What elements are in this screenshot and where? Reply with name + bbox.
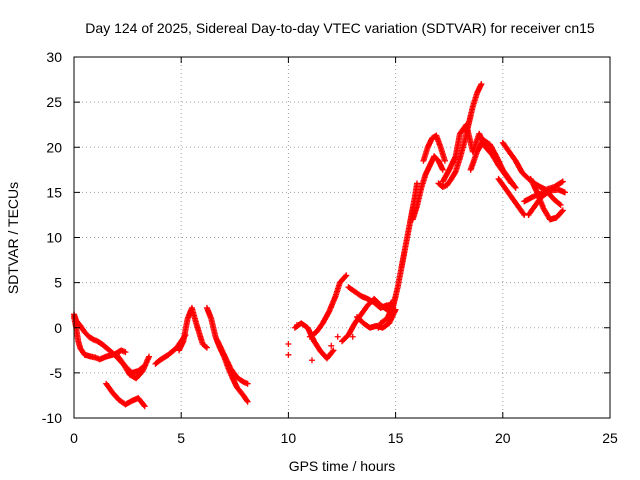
x-axis-label: GPS time / hours <box>289 458 396 474</box>
y-tick-label: 10 <box>46 230 62 246</box>
data-series-arc-4 <box>113 351 153 382</box>
y-tick-label: 20 <box>46 139 62 155</box>
chart-title: Day 124 of 2025, Sidereal Day-to-day VTE… <box>85 20 595 36</box>
data-series-arc-23 <box>527 175 566 223</box>
y-tick-label: 5 <box>54 275 62 291</box>
y-tick-label: 30 <box>46 49 62 65</box>
axis-ticks <box>73 56 611 419</box>
x-tick-label: 10 <box>281 430 297 446</box>
data-series-arc-9 <box>291 320 337 362</box>
y-tick-label: 0 <box>54 320 62 336</box>
data-series-arc-12 <box>345 284 391 311</box>
data-series-arc-24 <box>521 186 568 205</box>
data-series-arc-3 <box>103 380 148 410</box>
x-tick-label: 15 <box>388 430 404 446</box>
data-series-arc-16 <box>420 132 448 164</box>
data-series-arc-20 <box>495 175 528 218</box>
data-series-arc-13 <box>354 306 399 331</box>
data-marks <box>71 81 568 410</box>
y-tick-label: 15 <box>46 184 62 200</box>
data-series-arc-19 <box>467 137 519 191</box>
y-tick-label: -10 <box>42 410 62 426</box>
data-series-arc-7 <box>203 304 251 405</box>
x-tick-label: 5 <box>177 430 185 446</box>
x-tick-label: 25 <box>602 430 618 446</box>
x-tick-labels: 0 5 10 15 20 25 <box>70 430 618 446</box>
x-tick-label: 20 <box>495 430 511 446</box>
y-axis-label: SDTVAR / TECUs <box>5 182 21 294</box>
data-series-arc-15 <box>409 153 446 223</box>
y-tick-label: 25 <box>46 94 62 110</box>
y-tick-label: -5 <box>50 365 63 381</box>
data-series-isolated <box>285 322 382 364</box>
data-series-arc-2 <box>71 311 148 376</box>
y-tick-labels: -10 -5 0 5 10 15 20 25 30 <box>42 49 62 426</box>
data-series-arc-6 <box>176 304 210 354</box>
data-series-arc-8 <box>214 338 251 387</box>
data-series-arc-10 <box>306 272 350 340</box>
x-tick-label: 0 <box>70 430 78 446</box>
